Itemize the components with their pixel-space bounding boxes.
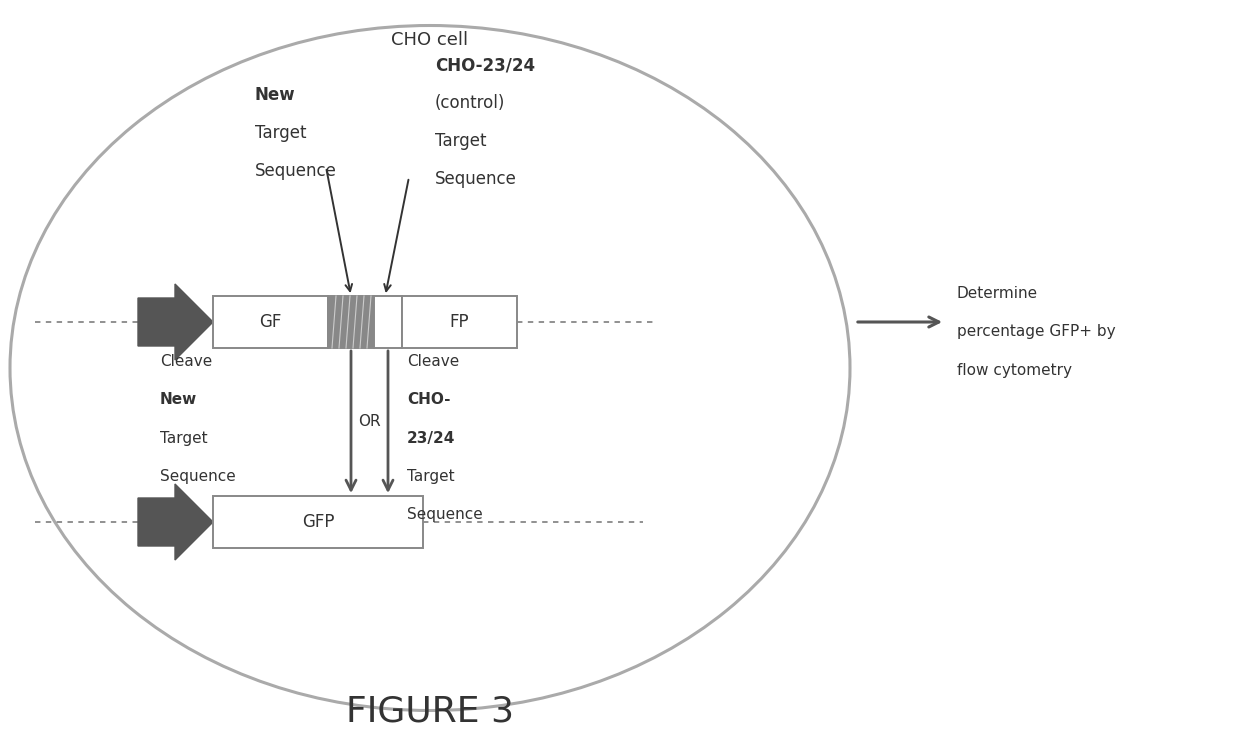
Text: Sequence: Sequence bbox=[407, 506, 482, 521]
Text: GF: GF bbox=[259, 313, 281, 331]
Text: percentage GFP+ by: percentage GFP+ by bbox=[957, 325, 1116, 340]
Text: Target: Target bbox=[160, 430, 207, 445]
Polygon shape bbox=[138, 284, 213, 360]
Text: CHO-: CHO- bbox=[407, 392, 450, 407]
FancyBboxPatch shape bbox=[213, 496, 423, 548]
Text: Sequence: Sequence bbox=[255, 162, 337, 180]
FancyBboxPatch shape bbox=[374, 296, 402, 348]
Text: CHO-23/24: CHO-23/24 bbox=[435, 56, 536, 74]
Text: FP: FP bbox=[450, 313, 469, 331]
Text: 23/24: 23/24 bbox=[407, 430, 455, 445]
Text: Sequence: Sequence bbox=[435, 170, 517, 188]
Text: Cleave: Cleave bbox=[160, 355, 212, 370]
Text: Target: Target bbox=[255, 124, 306, 142]
Text: New: New bbox=[160, 392, 197, 407]
Text: OR: OR bbox=[358, 415, 381, 430]
Text: flow cytometry: flow cytometry bbox=[957, 362, 1073, 377]
FancyBboxPatch shape bbox=[213, 296, 329, 348]
Text: Cleave: Cleave bbox=[407, 355, 459, 370]
Text: Target: Target bbox=[435, 132, 486, 150]
Text: Determine: Determine bbox=[957, 286, 1038, 302]
Text: New: New bbox=[255, 86, 295, 104]
Text: FIGURE 3: FIGURE 3 bbox=[346, 695, 515, 729]
Text: GFP: GFP bbox=[301, 513, 335, 531]
Text: Sequence: Sequence bbox=[160, 469, 236, 484]
Text: Target: Target bbox=[407, 469, 455, 484]
Text: CHO cell: CHO cell bbox=[392, 31, 469, 49]
Text: (control): (control) bbox=[435, 94, 506, 112]
FancyBboxPatch shape bbox=[402, 296, 517, 348]
Polygon shape bbox=[138, 484, 213, 560]
FancyBboxPatch shape bbox=[329, 296, 374, 348]
